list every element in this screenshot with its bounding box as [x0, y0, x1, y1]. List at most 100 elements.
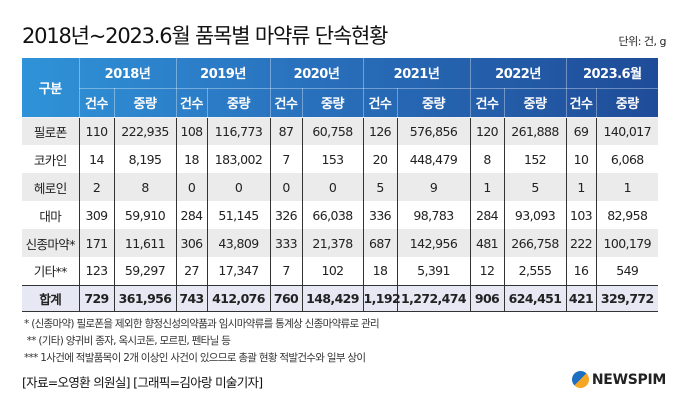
- table-row: 코카인 14 8,195 18 183,002 7 153 20 448,479 8 152 10 6,…: [22, 145, 659, 173]
- weight-cell: 576,856: [397, 117, 471, 145]
- weight-header: 중량: [397, 88, 471, 118]
- weight-cell: 82,958: [596, 201, 659, 229]
- count-header: 건수: [470, 88, 505, 118]
- row-label: 기타**: [22, 257, 80, 285]
- weight-cell: 59,910: [114, 201, 177, 229]
- weight-cell: 51,145: [207, 201, 271, 229]
- weight-cell: 21,378: [302, 229, 364, 257]
- weight-cell: 100,179: [596, 229, 659, 257]
- count-cell: 16: [566, 257, 597, 285]
- row-header: 구분: [22, 58, 80, 118]
- row-label: 대마: [22, 201, 80, 229]
- weight-header: 중량: [114, 88, 177, 118]
- globe-icon: [571, 371, 589, 388]
- weight-cell: 60,758: [302, 117, 364, 145]
- weight-cell: 11,611: [114, 229, 177, 257]
- weight-cell: 2,555: [504, 257, 567, 285]
- weight-cell: 66,038: [302, 201, 364, 229]
- weight-cell: 148,429: [302, 284, 364, 312]
- weight-header: 중량: [596, 88, 659, 118]
- weight-cell: 17,347: [207, 257, 271, 285]
- weight-cell: 266,758: [504, 229, 567, 257]
- count-cell: 729: [79, 284, 115, 312]
- count-cell: 108: [176, 117, 208, 145]
- weight-cell: 448,479: [397, 145, 471, 173]
- footnotes: * (신종마약) 필로폰을 제외한 향정신성의약품과 임시마약류를 통계상 신종…: [24, 316, 380, 367]
- period-header: 2023.6월: [566, 58, 659, 89]
- logo-text: NEWSPIM: [591, 371, 666, 388]
- weight-cell: 412,076: [207, 284, 271, 312]
- count-cell: 2: [79, 173, 115, 201]
- count-cell: 760: [270, 284, 303, 312]
- count-cell: 0: [176, 173, 208, 201]
- count-cell: 284: [470, 201, 505, 229]
- weight-cell: 624,451: [504, 284, 567, 312]
- count-cell: 69: [566, 117, 597, 145]
- unit-label: 단위: 건, g: [618, 35, 666, 48]
- count-header: 건수: [363, 88, 398, 118]
- weight-cell: 8: [114, 173, 177, 201]
- weight-header: 중량: [504, 88, 567, 118]
- row-label: 코카인: [22, 145, 80, 173]
- count-cell: 103: [566, 201, 597, 229]
- period-header: 2019년: [176, 58, 271, 89]
- count-cell: 110: [79, 117, 115, 145]
- count-cell: 12: [470, 257, 505, 285]
- count-cell: 123: [79, 257, 115, 285]
- table-row: 대마 309 59,910 284 51,145 326 66,038 336 98,783 28…: [22, 201, 659, 229]
- row-label: 합계: [22, 284, 80, 312]
- count-cell: 687: [363, 229, 398, 257]
- row-label: 필로폰: [22, 117, 80, 145]
- source-credit: [자료=오영환 의원실] [그래픽=김아랑 미술기자]: [22, 375, 263, 390]
- count-cell: 421: [566, 284, 597, 312]
- weight-cell: 1,272,474: [397, 284, 471, 312]
- count-header: 건수: [79, 88, 115, 118]
- period-header: 2020년: [270, 58, 364, 89]
- weight-cell: 183,002: [207, 145, 271, 173]
- page-title: 2018년~2023.6월 품목별 마약류 단속현황: [22, 24, 388, 48]
- count-cell: 7: [270, 257, 303, 285]
- period-header: 2018년: [79, 58, 177, 89]
- footnote: *** 1사건에 적발품목이 2개 이상인 사건이 있으므로 총괄 현황 적발건…: [24, 352, 366, 364]
- weight-cell: 6,068: [596, 145, 659, 173]
- count-cell: 743: [176, 284, 208, 312]
- count-header: 건수: [270, 88, 303, 118]
- weight-cell: 1: [596, 173, 659, 201]
- count-cell: 906: [470, 284, 505, 312]
- weight-cell: 549: [596, 257, 659, 285]
- count-cell: 1: [566, 173, 597, 201]
- weight-cell: 93,093: [504, 201, 567, 229]
- weight-cell: 222,935: [114, 117, 177, 145]
- weight-cell: 361,956: [114, 284, 177, 312]
- count-header: 건수: [176, 88, 208, 118]
- count-cell: 284: [176, 201, 208, 229]
- newspim-logo: NEWSPIM: [571, 371, 666, 388]
- table-row: 기타** 123 59,297 27 17,347 7 102 18 5,391 12 2,555 1…: [22, 257, 659, 285]
- table-row: 헤로인 2 8 0 0 0 0 5 9 1 5 1 1: [22, 173, 659, 201]
- count-cell: 8: [470, 145, 505, 173]
- weight-cell: 59,297: [114, 257, 177, 285]
- table-row: 신종마약* 171 11,611 306 43,809 333 21,378 687 142,9…: [22, 229, 659, 257]
- weight-cell: 5,391: [397, 257, 471, 285]
- count-cell: 309: [79, 201, 115, 229]
- count-cell: 18: [363, 257, 398, 285]
- count-cell: 20: [363, 145, 398, 173]
- count-cell: 1,192: [363, 284, 401, 312]
- weight-cell: 140,017: [596, 117, 659, 145]
- weight-header: 중량: [207, 88, 271, 118]
- weight-cell: 5: [504, 173, 567, 201]
- period-header: 2021년: [363, 58, 471, 89]
- weight-cell: 98,783: [397, 201, 471, 229]
- weight-cell: 116,773: [207, 117, 271, 145]
- weight-cell: 152: [504, 145, 567, 173]
- weight-cell: 0: [207, 173, 271, 201]
- count-cell: 5: [363, 173, 398, 201]
- row-label: 신종마약*: [22, 229, 80, 257]
- weight-cell: 0: [302, 173, 364, 201]
- weight-cell: 329,772: [596, 284, 659, 312]
- count-cell: 0: [270, 173, 303, 201]
- weight-cell: 8,195: [114, 145, 177, 173]
- footnote: * (신종마약) 필로폰을 제외한 향정신성의약품과 임시마약류를 통계상 신종…: [24, 318, 380, 330]
- count-cell: 10: [566, 145, 597, 173]
- weight-cell: 43,809: [207, 229, 271, 257]
